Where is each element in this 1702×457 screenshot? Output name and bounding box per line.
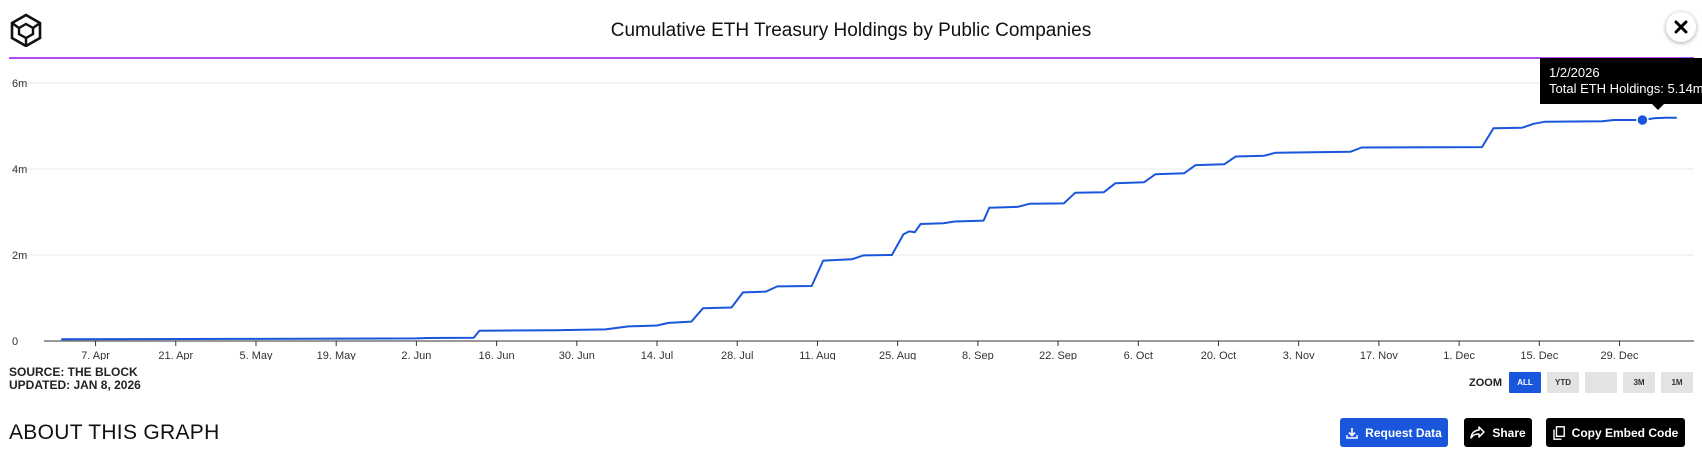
x-tick-label: 1. Dec [1443, 350, 1475, 360]
x-tick-label: 5. May [239, 350, 273, 360]
x-tick-label: 25. Aug [879, 350, 916, 360]
highlighted-point[interactable] [1636, 113, 1649, 127]
zoom-1m-button[interactable]: 1M [1661, 372, 1693, 393]
chart-title: Cumulative ETH Treasury Holdings by Publ… [610, 20, 1092, 41]
chart-tooltip: 1/2/2026 Total ETH Holdings: 5.14m [1540, 58, 1702, 110]
request-data-label: Request Data [1365, 425, 1442, 440]
copy-icon [1552, 425, 1565, 440]
about-heading: ABOUT THIS GRAPH [9, 421, 220, 444]
download-icon [1346, 427, 1358, 439]
x-tick-label: 20. Oct [1201, 350, 1236, 360]
line-chart[interactable]: 0 2m 4m 6m 7. Apr 21. Apr 5. May 19. May 2. Jun 1… [0, 60, 1702, 360]
x-tick-label: 16. Jun [479, 350, 515, 360]
zoom-all-button[interactable]: ALL [1509, 372, 1541, 393]
share-button[interactable]: Share [1464, 418, 1532, 447]
x-tick-label: 17. Nov [1360, 350, 1398, 360]
the-block-logo-icon[interactable] [9, 13, 43, 47]
x-tick-label: 7. Apr [81, 350, 110, 360]
x-tick-label: 14. Jul [641, 350, 673, 360]
zoom-label: ZOOM [1469, 376, 1502, 389]
x-tick-label: 29. Dec [1601, 350, 1639, 360]
y-tick-label: 0 [12, 336, 18, 348]
x-tick-label: 6. Oct [1124, 350, 1153, 360]
zoom-ytd-button[interactable]: YTD [1547, 372, 1579, 393]
source-text: SOURCE: THE BLOCK [9, 365, 138, 379]
x-tick-label: 22. Sep [1039, 350, 1077, 360]
copy-embed-code-button[interactable]: Copy Embed Code [1546, 418, 1685, 447]
y-tick-label: 2m [12, 250, 27, 262]
share-arrow-icon [1470, 426, 1486, 439]
x-tick-label: 11. Aug [799, 350, 836, 360]
zoom-3m-button[interactable]: 3M [1623, 372, 1655, 393]
x-tick-label: 28. Jul [721, 350, 753, 360]
x-tick-label: 8. Sep [962, 350, 994, 360]
close-icon [1674, 20, 1688, 34]
zoom-blank-button[interactable] [1585, 372, 1617, 393]
source-note: SOURCE: THE BLOCK UPDATED: JAN 8, 2026 [9, 366, 141, 392]
request-data-button[interactable]: Request Data [1340, 418, 1448, 447]
tooltip-value: Total ETH Holdings: 5.14m [1549, 81, 1702, 96]
y-tick-label: 4m [12, 164, 27, 176]
series-line[interactable] [61, 116, 1677, 341]
x-tick-label: 19. May [317, 350, 357, 360]
x-tick-label: 2. Jun [401, 350, 431, 360]
close-button[interactable] [1666, 12, 1696, 42]
copy-embed-label: Copy Embed Code [1571, 425, 1679, 440]
x-tick-label: 3. Nov [1283, 350, 1315, 360]
x-tick-label: 30. Jun [559, 350, 595, 360]
zoom-controls: ZOOM ALL YTD 3M 1M [1469, 372, 1699, 393]
header-accent-line [9, 57, 1694, 59]
x-tick-label: 21. Apr [158, 350, 193, 360]
updated-text: UPDATED: JAN 8, 2026 [9, 378, 141, 392]
x-tick-label: 15. Dec [1520, 350, 1558, 360]
share-label: Share [1492, 425, 1526, 440]
tooltip-date: 1/2/2026 [1549, 65, 1600, 80]
y-tick-label: 6m [12, 78, 27, 90]
